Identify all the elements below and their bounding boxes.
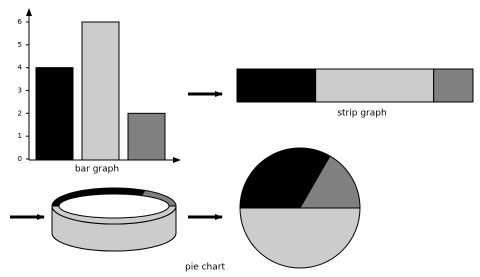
bar: [81, 21, 120, 161]
y-tick-label: 1: [18, 132, 22, 140]
pie-slice: [239, 147, 331, 209]
bar-graph-label: bar graph: [75, 165, 119, 175]
ring-segment: [51, 187, 146, 207]
y-tick-label: 4: [18, 64, 23, 72]
y-tick-label: 0: [18, 155, 22, 163]
pie-chart-label: pie chart: [185, 263, 225, 273]
pie-chart: [239, 147, 361, 269]
pie-slice: [299, 155, 361, 209]
y-tick-label: 2: [18, 109, 22, 117]
strip-segment: [433, 68, 474, 103]
y-tick-label: 6: [18, 18, 23, 26]
ring-segment: [51, 205, 177, 225]
strip-graph-label: strip graph: [337, 109, 386, 119]
strip-graph: [236, 68, 474, 103]
bar: [127, 112, 166, 161]
y-tick-label: 3: [18, 87, 22, 95]
pie-slice: [239, 207, 361, 269]
ring-side: [51, 205, 177, 252]
strip-segment: [315, 68, 435, 103]
y-tick-label: 5: [18, 41, 22, 49]
ring: [51, 187, 177, 252]
bar-graph: 0 1 2 3 4 5 6: [18, 8, 181, 163]
ring-segment: [140, 189, 177, 207]
strip-segment: [236, 68, 317, 103]
bar: [35, 67, 74, 161]
